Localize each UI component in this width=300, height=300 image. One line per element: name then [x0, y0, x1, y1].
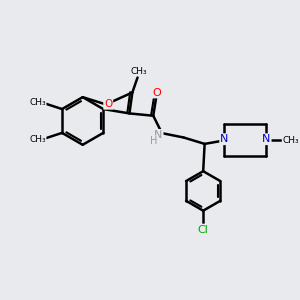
Text: H: H	[150, 136, 157, 146]
Text: N: N	[154, 130, 163, 140]
Text: N: N	[262, 134, 271, 144]
Text: CH₃: CH₃	[131, 67, 147, 76]
Text: Cl: Cl	[198, 225, 208, 235]
Text: O: O	[152, 88, 161, 98]
Text: CH₃: CH₃	[29, 98, 46, 107]
Text: O: O	[104, 99, 112, 109]
Text: CH₃: CH₃	[283, 136, 299, 145]
Text: CH₃: CH₃	[29, 135, 46, 144]
Text: N: N	[220, 134, 229, 144]
